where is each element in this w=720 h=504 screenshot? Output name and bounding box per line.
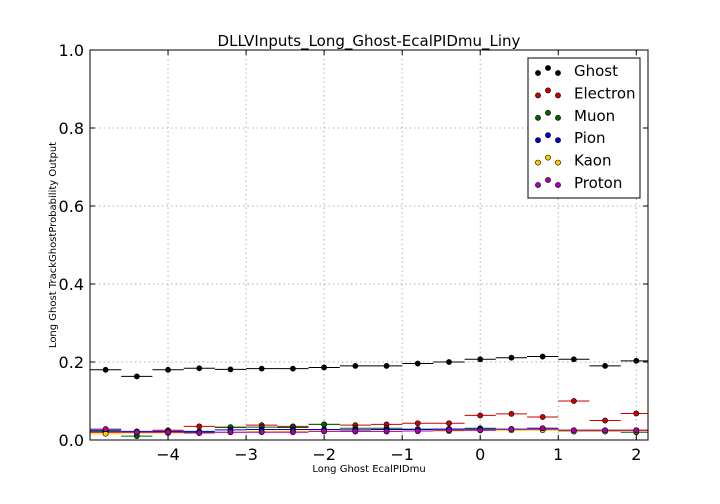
data-point <box>227 429 234 436</box>
data-point <box>258 429 265 436</box>
data-point <box>539 425 546 432</box>
x-tick-label: 0 <box>475 445 485 464</box>
legend-marker <box>555 114 561 121</box>
legend-marker <box>535 159 541 166</box>
data-point <box>227 366 234 373</box>
y-tick-label: 0.2 <box>59 353 84 372</box>
data-point <box>539 353 546 360</box>
legend-label: Muon <box>574 107 615 125</box>
legend-marker <box>535 70 541 76</box>
legend-box <box>527 57 641 199</box>
legend-marker <box>535 137 541 144</box>
legend-label: Electron <box>574 84 636 102</box>
legend-marker <box>555 182 561 188</box>
legend-marker <box>535 114 541 121</box>
y-axis-label: Long Ghost TrackGhostProbability Output <box>48 142 59 348</box>
data-point <box>352 362 359 369</box>
data-point <box>102 426 109 432</box>
legend-marker <box>555 70 561 76</box>
data-point <box>414 420 421 427</box>
data-point <box>570 427 577 434</box>
data-point <box>321 428 328 435</box>
data-point <box>102 366 109 373</box>
data-point <box>602 417 608 424</box>
legend: Ghost Electron Muon Pion Kaon Proton <box>527 57 641 199</box>
legend-label: Proton <box>574 174 622 192</box>
data-point <box>446 359 452 365</box>
data-point <box>477 427 484 434</box>
data-point <box>165 366 171 373</box>
legend-label: Ghost <box>574 62 618 80</box>
legend-marker <box>545 132 551 139</box>
legend-marker <box>545 87 551 94</box>
y-tick-label: 0.8 <box>59 119 84 138</box>
legend-marker <box>535 92 541 99</box>
legend-label: Kaon <box>574 152 611 170</box>
legend-marker <box>555 137 561 144</box>
y-tick-label: 1.0 <box>59 41 84 60</box>
series-ghost <box>90 353 648 380</box>
legend-marker <box>545 154 551 161</box>
legend-marker <box>535 182 541 188</box>
legend-marker <box>555 92 561 99</box>
y-tick-label: 0.6 <box>59 197 84 216</box>
legend-marker <box>545 177 551 183</box>
chart-title: DLLVInputs_Long_Ghost-EcalPIDmu_Liny <box>218 32 521 51</box>
x-tick-label: −2 <box>312 445 336 464</box>
x-tick-label: −3 <box>234 445 258 464</box>
data-point <box>196 430 203 436</box>
series-proton <box>90 425 648 436</box>
data-point <box>633 410 640 417</box>
data-point <box>165 429 171 436</box>
data-point <box>508 426 515 432</box>
x-tick-label: 2 <box>631 445 641 464</box>
y-tick-label: 0.0 <box>59 431 84 450</box>
legend-marker <box>545 65 551 71</box>
data-point <box>446 420 452 427</box>
data-point <box>414 360 421 367</box>
data-point <box>570 356 577 363</box>
data-point <box>446 427 452 434</box>
data-point <box>383 428 390 435</box>
data-point <box>196 365 203 372</box>
data-point <box>633 357 640 364</box>
data-point <box>258 365 265 372</box>
data-point <box>602 362 608 369</box>
x-axis-label: Long Ghost EcalPIDmu <box>312 464 425 475</box>
data-point <box>633 427 640 434</box>
data-point <box>133 429 140 436</box>
data-point <box>196 423 203 430</box>
plot-frame <box>89 49 649 441</box>
data-point <box>508 410 515 417</box>
data-point <box>290 429 296 436</box>
ticks: −4 −3 −2 −1 0 1 2 0.0 0.2 0.4 0.6 0.8 1.0 <box>59 41 648 464</box>
x-tick-label: −1 <box>390 445 414 464</box>
data-point <box>477 356 484 363</box>
legend-marker <box>545 109 551 116</box>
data-point <box>383 362 390 369</box>
data-layer <box>90 353 648 439</box>
data-point <box>539 414 546 420</box>
data-point <box>414 428 421 434</box>
legend-marker <box>555 159 561 166</box>
data-point <box>133 373 140 380</box>
x-tick-label: 1 <box>553 445 563 464</box>
legend-label: Pion <box>574 129 606 147</box>
data-point <box>352 428 359 435</box>
data-point <box>290 365 296 372</box>
y-tick-label: 0.4 <box>59 275 84 294</box>
x-tick-label: −4 <box>156 445 180 464</box>
data-point <box>477 412 484 419</box>
data-point <box>508 354 515 361</box>
data-point <box>602 427 608 434</box>
data-point <box>321 364 328 371</box>
data-point <box>321 421 328 428</box>
data-point <box>570 398 577 404</box>
